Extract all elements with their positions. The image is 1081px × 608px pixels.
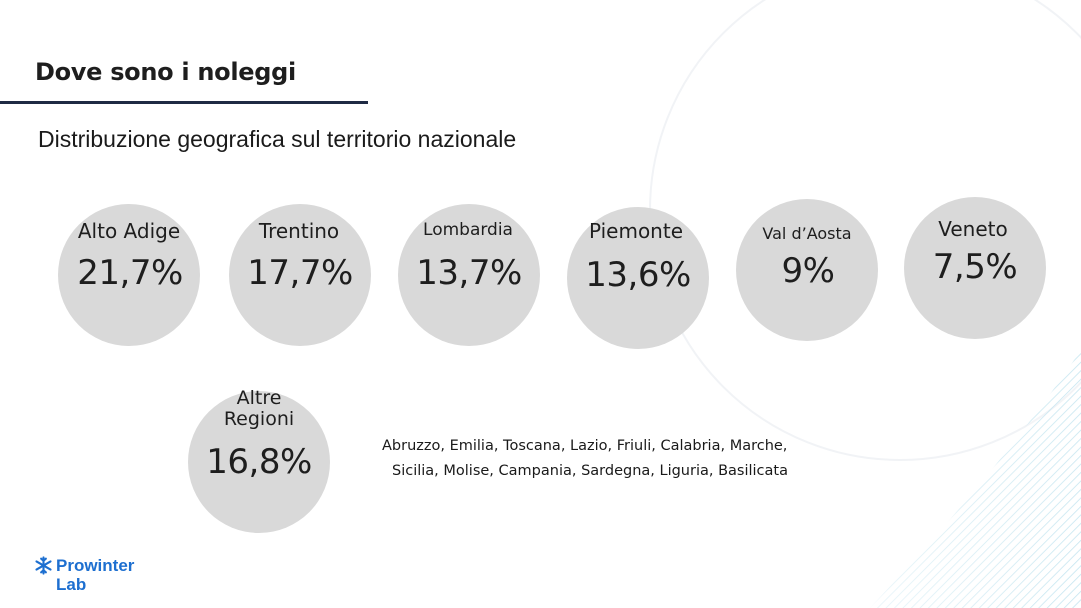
region-bubble-altre-regioni	[188, 391, 330, 533]
region-percent-altre-regioni: 16,8%	[206, 442, 312, 482]
snowflake-icon	[35, 556, 52, 575]
region-name-piemonte: Piemonte	[588, 219, 684, 243]
region-name-lombardia: Lombardia	[423, 220, 513, 240]
region-bubble-val-daosta	[736, 199, 878, 341]
page-subtitle: Distribuzione geografica sul territorio …	[38, 126, 517, 152]
region-name-trentino: Trentino	[258, 219, 340, 243]
region-percent-alto-adige: 21,7%	[77, 253, 183, 293]
region-name-alto-adige: Alto Adige	[77, 219, 181, 243]
logo-sub: Lab	[56, 575, 87, 594]
region-name-val-daosta: Val d’Aosta	[762, 224, 852, 243]
other-regions-line2: Sicilia, Molise, Campania, Sardegna, Lig…	[392, 463, 788, 479]
logo-name: Prowinter	[56, 556, 135, 575]
region-percent-trentino: 17,7%	[247, 253, 353, 293]
other-regions-line1: Abruzzo, Emilia, Toscana, Lazio, Friuli,…	[382, 438, 788, 454]
title-underline	[0, 101, 368, 104]
region-percent-piemonte: 13,6%	[585, 255, 691, 295]
altre-label-line1: Altre	[236, 387, 282, 409]
region-name-altre-regioni: Altre Regioni	[199, 388, 319, 430]
region-bubble-piemonte	[567, 207, 709, 349]
region-bubble-lombardia	[398, 204, 540, 346]
region-name-veneto: Veneto	[938, 217, 1008, 241]
region-percent-val-daosta: 9%	[781, 251, 835, 291]
region-bubble-alto-adige	[58, 204, 200, 346]
altre-label-line2: Regioni	[223, 408, 295, 430]
region-bubble-veneto	[904, 197, 1046, 339]
region-bubble-trentino	[229, 204, 371, 346]
page-title: Dove sono i noleggi	[35, 58, 296, 86]
region-percent-veneto: 7,5%	[932, 247, 1018, 287]
region-percent-lombardia: 13,7%	[416, 253, 522, 293]
other-regions-list: Abruzzo, Emilia, Toscana, Lazio, Friuli,…	[382, 434, 862, 484]
